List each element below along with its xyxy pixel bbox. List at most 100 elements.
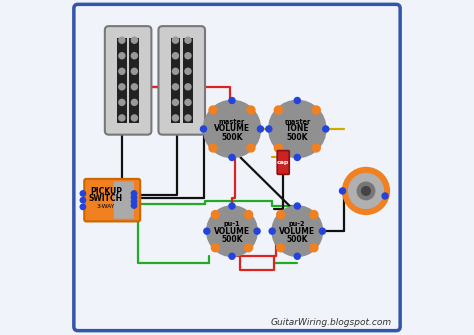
Circle shape [80,198,86,203]
FancyBboxPatch shape [158,26,205,135]
Circle shape [294,154,301,160]
Circle shape [310,244,318,252]
Circle shape [131,53,137,59]
Circle shape [185,53,191,59]
Circle shape [204,228,210,234]
Text: GuitarWiring.blogspot.com: GuitarWiring.blogspot.com [270,318,392,327]
Circle shape [229,97,235,104]
Circle shape [80,204,86,210]
Text: 500K: 500K [221,133,243,142]
Text: VOLUME: VOLUME [279,227,315,236]
Circle shape [131,191,137,196]
Circle shape [131,203,137,208]
Circle shape [362,187,370,195]
Circle shape [131,115,137,121]
Circle shape [272,206,322,256]
Circle shape [131,195,137,200]
Bar [183,38,193,123]
Circle shape [245,244,253,252]
Circle shape [119,53,125,59]
Bar [171,38,181,123]
Circle shape [269,228,275,234]
Text: 3-WAY: 3-WAY [97,204,115,209]
Circle shape [131,99,137,106]
Circle shape [229,154,235,160]
Text: 500K: 500K [287,235,308,244]
Circle shape [119,99,125,106]
Circle shape [185,68,191,74]
Circle shape [119,37,125,43]
Text: pu-1: pu-1 [224,221,240,227]
Text: 500K: 500K [287,133,308,142]
Circle shape [357,182,374,200]
Bar [129,38,139,123]
Circle shape [269,100,326,157]
Circle shape [119,68,125,74]
Circle shape [80,191,86,196]
FancyBboxPatch shape [84,179,140,221]
Circle shape [382,193,388,199]
FancyBboxPatch shape [74,4,400,331]
Circle shape [229,253,235,259]
Circle shape [185,115,191,121]
Circle shape [211,211,219,219]
Circle shape [312,106,320,114]
Circle shape [266,126,272,132]
Circle shape [211,244,219,252]
Text: master: master [284,119,310,125]
Circle shape [185,99,191,106]
Circle shape [207,206,257,256]
Circle shape [185,37,191,43]
FancyBboxPatch shape [114,182,134,219]
Circle shape [294,253,301,259]
Circle shape [247,144,255,152]
Circle shape [173,37,179,43]
Circle shape [203,100,260,157]
Circle shape [185,84,191,90]
FancyBboxPatch shape [277,151,289,174]
Text: PICKUP: PICKUP [90,187,122,196]
Bar [117,38,127,123]
Text: 500K: 500K [221,235,243,244]
Circle shape [254,228,260,234]
Circle shape [348,174,383,208]
Circle shape [277,244,285,252]
Circle shape [229,203,235,209]
Circle shape [201,126,207,132]
Circle shape [247,106,255,114]
Circle shape [173,53,179,59]
Circle shape [119,115,125,121]
Circle shape [173,68,179,74]
Circle shape [274,144,283,152]
Text: SWITCH: SWITCH [89,194,123,203]
Circle shape [173,84,179,90]
Circle shape [343,168,390,214]
Circle shape [312,144,320,152]
Circle shape [257,126,264,132]
Circle shape [245,211,253,219]
Circle shape [294,203,301,209]
Text: pu-2: pu-2 [289,221,306,227]
Circle shape [209,144,217,152]
Circle shape [319,228,326,234]
FancyBboxPatch shape [105,26,151,135]
Text: VOLUME: VOLUME [214,227,250,236]
Circle shape [294,97,301,104]
Circle shape [131,199,137,204]
Circle shape [209,106,217,114]
Circle shape [131,68,137,74]
Circle shape [131,37,137,43]
Text: cap: cap [277,160,289,165]
Text: TONE: TONE [285,125,309,133]
Circle shape [339,188,346,194]
Circle shape [119,84,125,90]
Circle shape [173,99,179,106]
Circle shape [323,126,329,132]
Circle shape [277,211,285,219]
Circle shape [173,115,179,121]
Circle shape [310,211,318,219]
Text: VOLUME: VOLUME [214,125,250,133]
Circle shape [131,84,137,90]
Circle shape [274,106,283,114]
Text: master: master [219,119,245,125]
